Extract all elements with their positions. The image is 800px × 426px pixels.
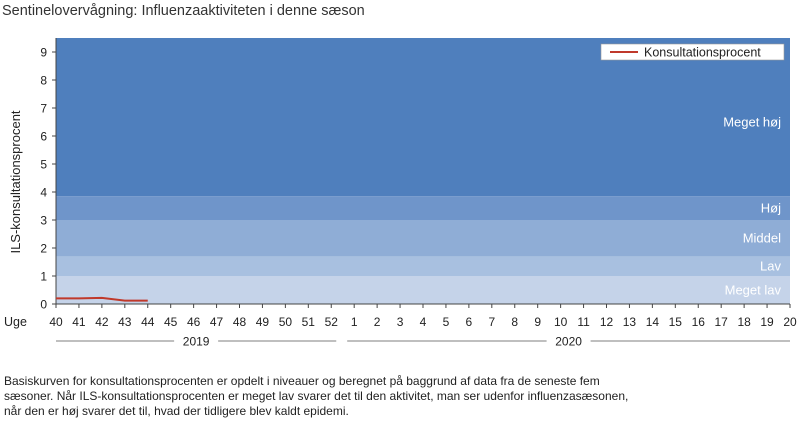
x-tick-label: 16 — [692, 315, 706, 329]
x-tick-label: 41 — [72, 315, 86, 329]
band-label-lav: Lav — [760, 259, 781, 274]
x-tick-label: 7 — [488, 315, 495, 329]
x-tick-label: 5 — [443, 315, 450, 329]
x-tick-label: 3 — [397, 315, 404, 329]
band-label-meget-lav: Meget lav — [725, 283, 782, 298]
x-tick-label: 44 — [141, 315, 155, 329]
legend: Konsultationsprocent — [600, 43, 785, 61]
band-rect — [56, 38, 790, 197]
x-tick-label: 49 — [256, 315, 270, 329]
series-layer — [56, 296, 148, 302]
y-tick-label: 4 — [40, 186, 47, 200]
chart-note: Basiskurven for konsultationsprocenten e… — [4, 374, 796, 419]
note-line: Basiskurven for konsultationsprocenten e… — [4, 374, 600, 388]
x-tick-label: 12 — [600, 315, 614, 329]
series-line — [56, 296, 148, 302]
x-tick-label: 50 — [279, 315, 293, 329]
band-labels: Meget lav Lav Middel Høj Meget høj — [723, 115, 781, 298]
y-tick-label: 3 — [40, 214, 47, 228]
activity-bands — [56, 38, 790, 304]
x-tick-label: 17 — [715, 315, 729, 329]
band-rect — [56, 196, 790, 220]
x-tick-label: 8 — [511, 315, 518, 329]
note-line: sæsoner. Når ILS-konsultationsprocenten … — [4, 389, 629, 403]
y-tick-label: 9 — [40, 46, 47, 60]
legend-label: Konsultationsprocent — [644, 46, 761, 60]
x-tick-label: 13 — [623, 315, 637, 329]
x-tick-label: 48 — [233, 315, 247, 329]
x-tick-label: 52 — [325, 315, 339, 329]
band-label-meget-h-j: Meget høj — [723, 115, 781, 130]
x-tick-label: 51 — [302, 315, 316, 329]
x-tick-label: 40 — [49, 315, 63, 329]
x-tick-label: 43 — [118, 315, 132, 329]
x-tick-label: 10 — [554, 315, 568, 329]
x-tick-label: 15 — [669, 315, 683, 329]
x-tick-label: 42 — [95, 315, 109, 329]
y-tick-label: 1 — [40, 270, 47, 284]
note-line: når den er høj svarer det til, hvad der … — [4, 404, 349, 418]
x-tick-label: 47 — [210, 315, 224, 329]
band-rect — [56, 276, 790, 304]
band-label-h-j: Høj — [761, 201, 781, 216]
x-tick-label: 4 — [420, 315, 427, 329]
band-rect — [56, 256, 790, 276]
y-tick-label: 8 — [40, 74, 47, 88]
band-rect — [56, 220, 790, 257]
x-tick-label: 45 — [164, 315, 178, 329]
x-tick-label: 1 — [351, 315, 358, 329]
x-axis-prefix-label: Uge — [4, 315, 27, 329]
y-tick-label: 7 — [40, 102, 47, 116]
y-axis-label: ILS-konsultationsprocent — [8, 110, 23, 253]
x-tick-label: 2 — [374, 315, 381, 329]
year-label: 2019 — [183, 335, 210, 349]
y-tick-label: 0 — [40, 298, 47, 312]
y-tick-label: 2 — [40, 242, 47, 256]
x-tick-label: 46 — [187, 315, 201, 329]
x-tick-label: 19 — [760, 315, 774, 329]
x-tick-label: 6 — [466, 315, 473, 329]
band-label-middel: Middel — [743, 231, 781, 246]
legend-box — [600, 43, 785, 61]
year-label: 2020 — [555, 335, 582, 349]
x-tick-label: 9 — [534, 315, 541, 329]
x-tick-label: 14 — [646, 315, 660, 329]
chart-title: Sentinelovervågning: Influenzaaktivitete… — [2, 3, 365, 19]
x-tick-label: 18 — [737, 315, 751, 329]
y-tick-label: 6 — [40, 130, 47, 144]
x-tick-label: 20 — [783, 315, 797, 329]
x-tick-label: 11 — [577, 315, 590, 329]
y-tick-label: 5 — [40, 158, 47, 172]
